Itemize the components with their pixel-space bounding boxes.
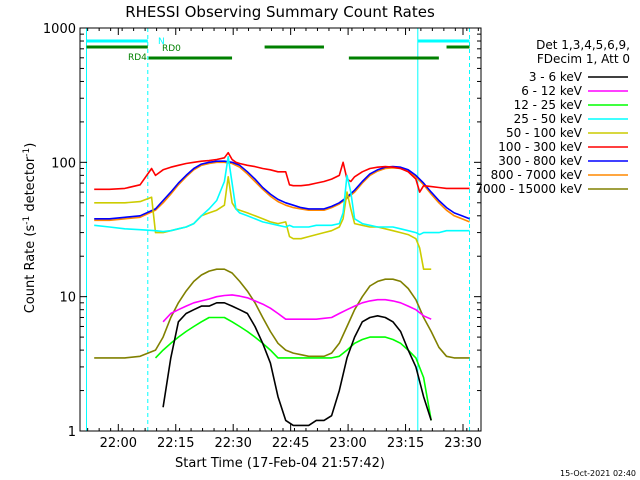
series-line-6 [94,160,470,220]
legend-label-6: 300 - 800 keV [498,154,582,168]
legend-label-3: 25 - 50 keV [514,112,583,126]
y-tick-label-3: 1000 [43,22,76,37]
y-label-part-3: ) [23,143,38,148]
legend-header-1: Det 1,3,4,5,6,9, [536,38,630,52]
x-tick-label-4: 23:00 [329,436,366,451]
series-line-8 [94,268,470,359]
series-line-0 [162,302,432,427]
y-label-part-2: detector [23,156,38,216]
x-axis-label: Start Time (17-Feb-04 21:57:42) [175,456,385,471]
series-line-1 [162,294,432,323]
legend-label-5: 100 - 300 keV [498,140,582,154]
x-tick-label-3: 22:45 [272,436,309,451]
plot-frame [79,27,482,432]
x-tick-label-2: 22:30 [214,436,251,451]
flag-label-n: N [158,37,165,47]
series-line-7 [94,161,470,223]
legend-label-2: 12 - 25 keV [514,98,583,112]
legend-header-2: FDecim 1, Att 0 [537,52,630,66]
legend-label-8: 7000 - 15000 keV [475,182,582,196]
series-line-2 [154,316,432,421]
flag-label-rd4: RD4 [128,53,147,63]
legend-label-0: 3 - 6 keV [529,70,583,84]
x-tick-label-5: 23:15 [387,436,424,451]
series-line-3 [94,156,470,236]
legend-label-7: 800 - 7000 keV [491,168,583,182]
y-axis-label: Count Rate (s-1 detector-1) [22,143,38,314]
legend-label-1: 6 - 12 keV [521,84,583,98]
y-label-sup-1: -1 [22,216,32,225]
x-tick-label-6: 23:30 [444,436,481,451]
x-tick-label-0: 22:00 [100,436,137,451]
legend-label-4: 50 - 100 keV [506,126,583,140]
y-label-part-1: Count Rate (s [23,225,38,314]
x-tick-label-1: 22:15 [157,436,194,451]
render-timestamp: 15-Oct-2021 02:40 [560,469,636,478]
flag-label-rd0: RD0 [162,44,181,54]
y-tick-label-2: 100 [51,156,76,171]
chart-title: RHESSI Observing Summary Count Rates [125,3,435,21]
y-tick-label-0: 1 [68,425,76,440]
y-label-sup-2: -1 [22,148,32,157]
series-line-5 [94,151,470,193]
y-tick-label-1: 10 [59,291,76,306]
